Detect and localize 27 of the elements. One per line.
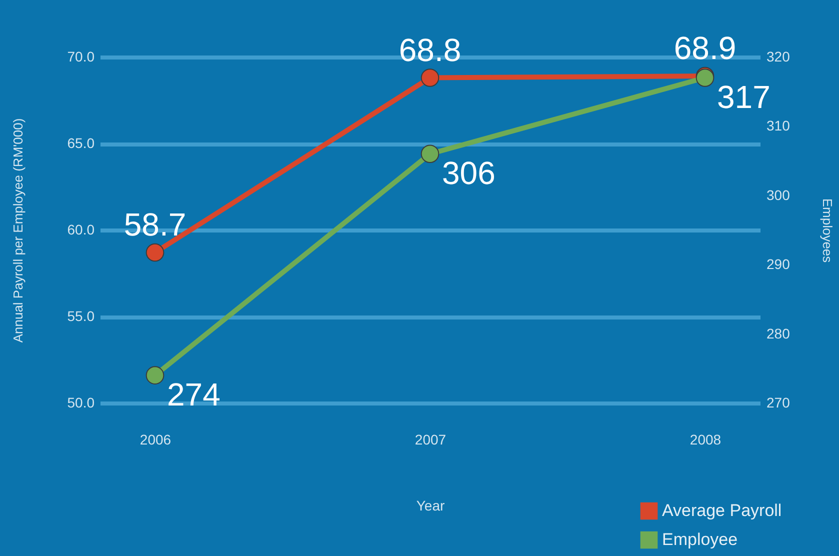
y2-tick-label: 310 [766, 118, 790, 134]
data-label: 274 [167, 376, 220, 412]
point [146, 366, 164, 384]
y-tick-label: 70.0 [67, 48, 95, 64]
data-label: 68.8 [398, 32, 462, 68]
x-tick-label: 2008 [690, 432, 722, 448]
y-axis-title: Annual Payroll per Employee (RM'000) [10, 118, 26, 343]
legend-label: Employee [662, 530, 738, 549]
y-tick-label: 50.0 [67, 394, 95, 410]
x-tick-label: 2006 [140, 432, 172, 448]
y2-tick-label: 320 [766, 48, 790, 64]
data-label: 68.9 [674, 30, 736, 66]
y2-axis-title: Employees [820, 198, 835, 264]
y2-tick-label: 300 [766, 186, 790, 203]
point [420, 144, 440, 164]
data-label: 58.7 [124, 206, 186, 242]
y-tick-label: 60.0 [67, 222, 95, 238]
y-tick-label: 55.0 [67, 308, 95, 324]
y-tick-label: 65.0 [67, 135, 95, 151]
legend-label: Average Payroll [662, 501, 782, 520]
y2-tick-label: 270 [766, 394, 790, 410]
data-label: 317 [717, 78, 770, 115]
y2-tick-label: 280 [766, 325, 790, 342]
x-tick-label: 2007 [414, 432, 446, 448]
y2-tick-label: 290 [766, 256, 790, 272]
x-axis-title: Year [416, 498, 445, 514]
data-label: 306 [442, 154, 496, 191]
